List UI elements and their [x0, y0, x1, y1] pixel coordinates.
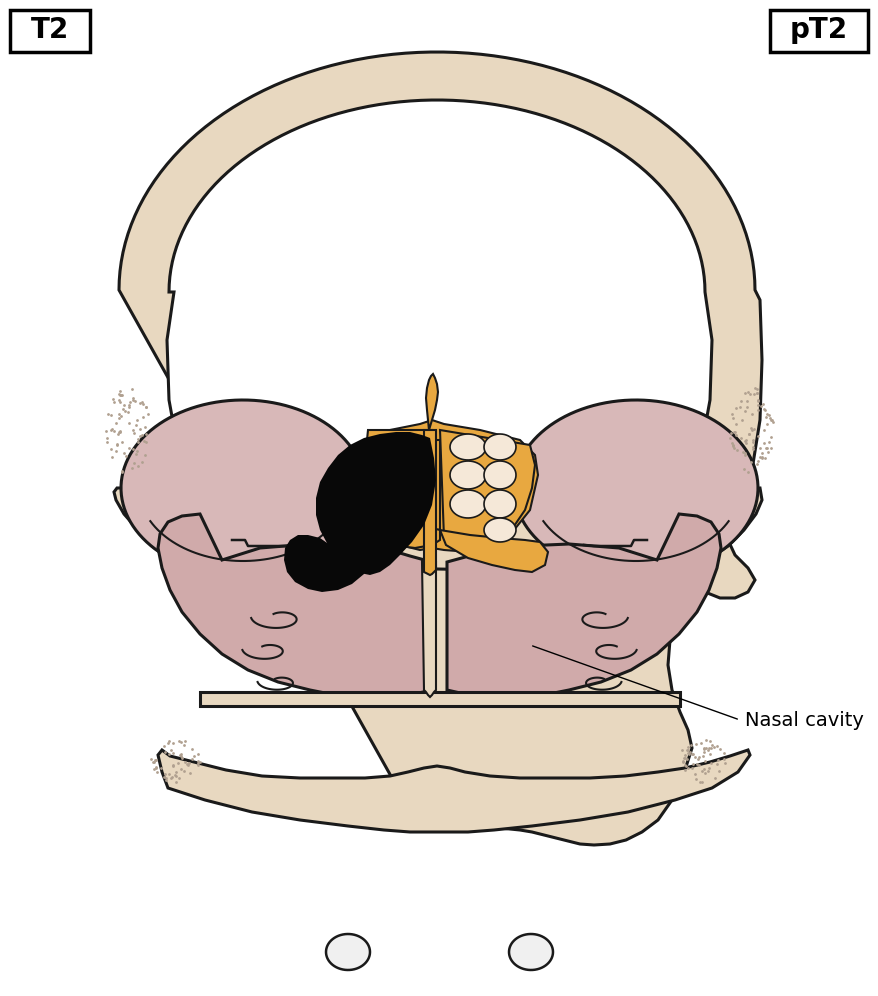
Polygon shape: [514, 400, 757, 576]
Polygon shape: [447, 514, 720, 698]
Polygon shape: [121, 400, 364, 576]
Polygon shape: [450, 434, 486, 460]
Polygon shape: [508, 934, 552, 970]
Polygon shape: [365, 420, 537, 552]
Polygon shape: [484, 518, 515, 542]
Polygon shape: [315, 432, 435, 575]
Polygon shape: [484, 490, 515, 518]
FancyBboxPatch shape: [10, 10, 90, 52]
Polygon shape: [158, 514, 431, 698]
Polygon shape: [387, 461, 420, 489]
Polygon shape: [158, 750, 749, 832]
Polygon shape: [426, 374, 437, 430]
Text: pT2: pT2: [789, 16, 847, 44]
Polygon shape: [421, 560, 435, 697]
Polygon shape: [387, 434, 420, 460]
Polygon shape: [450, 490, 486, 518]
Polygon shape: [450, 461, 486, 489]
Text: Nasal cavity: Nasal cavity: [745, 710, 863, 729]
Polygon shape: [284, 528, 387, 592]
FancyBboxPatch shape: [769, 10, 867, 52]
Polygon shape: [326, 934, 370, 970]
Polygon shape: [440, 430, 535, 548]
Polygon shape: [484, 434, 515, 460]
Polygon shape: [423, 430, 435, 575]
Polygon shape: [167, 100, 711, 524]
Polygon shape: [440, 530, 547, 572]
Polygon shape: [363, 430, 440, 540]
Polygon shape: [119, 52, 761, 845]
Text: T2: T2: [31, 16, 69, 44]
Polygon shape: [200, 692, 680, 706]
Polygon shape: [387, 490, 420, 518]
Polygon shape: [484, 461, 515, 489]
Polygon shape: [342, 520, 440, 565]
Polygon shape: [114, 488, 761, 574]
